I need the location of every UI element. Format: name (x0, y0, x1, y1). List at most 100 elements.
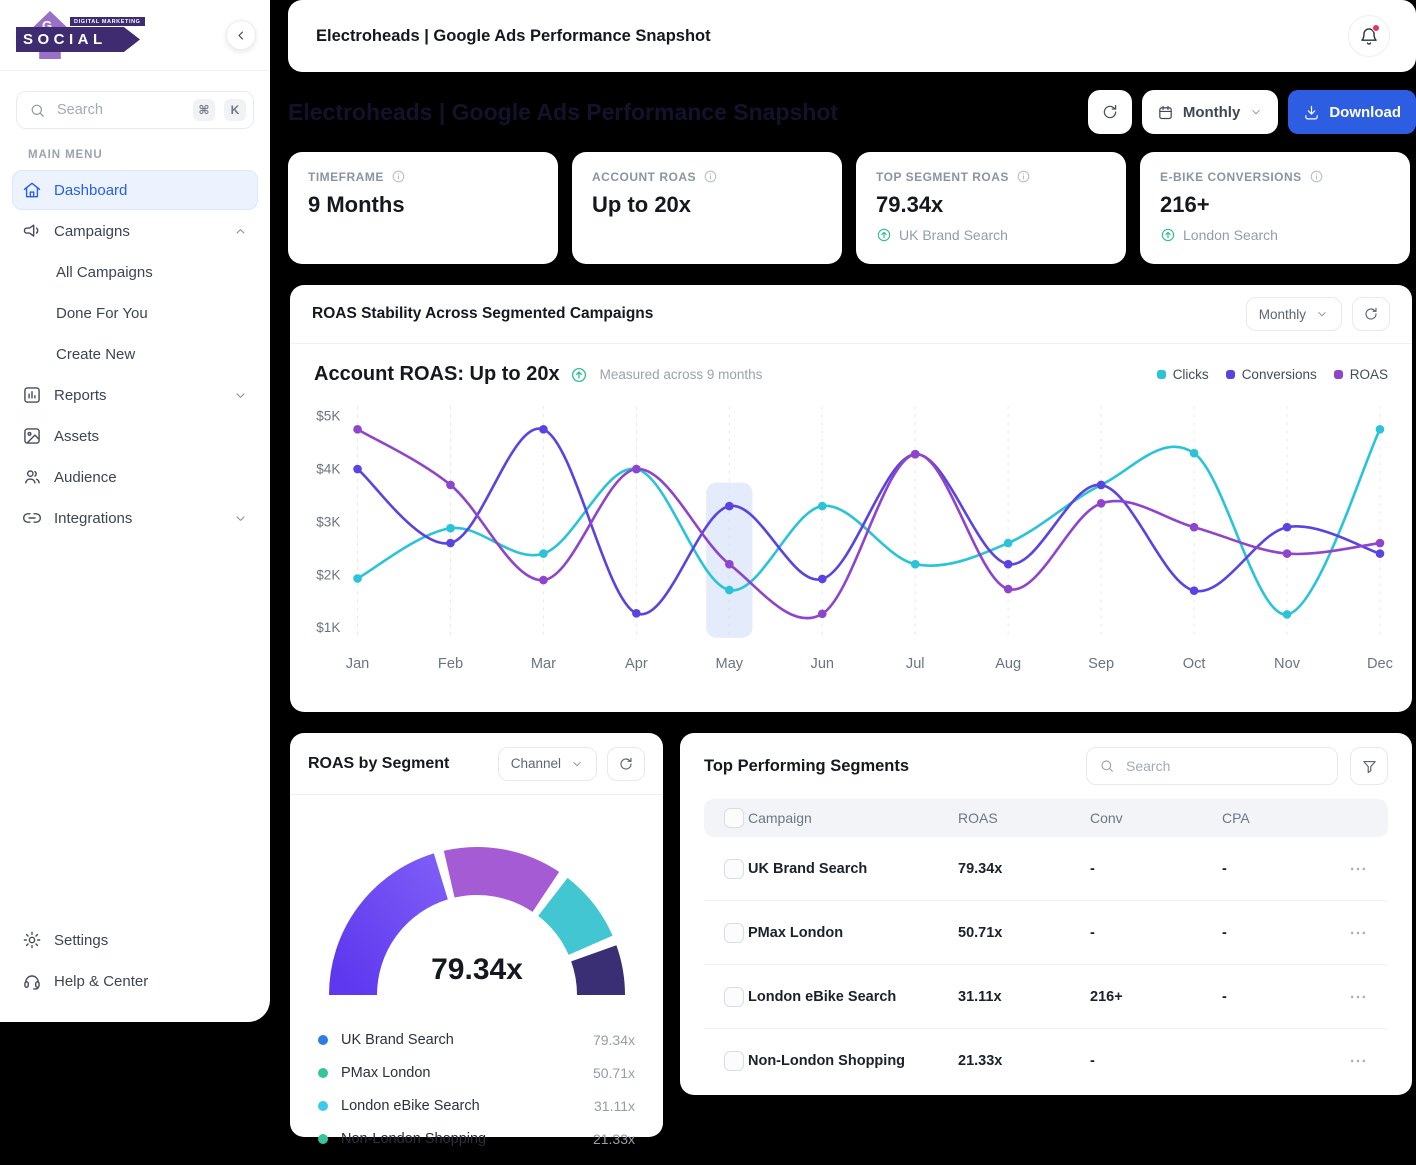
sidebar-item-audience[interactable]: Audience (12, 457, 258, 497)
roas-gauge-chart: 79.34x (328, 847, 625, 996)
sidebar: G DIGITAL MARKETING SOCIAL ⌘ K MAIN MENU… (0, 0, 270, 1022)
svg-text:May: May (716, 656, 744, 672)
cell-conv: 216+ (1090, 988, 1123, 1005)
row-checkbox[interactable] (724, 986, 744, 1007)
kpi-subtext: London Search (1183, 227, 1278, 243)
table-row-non-london-shopping[interactable]: Non-London Shopping 21.33x - (704, 1029, 1388, 1093)
svg-text:Jun: Jun (811, 656, 835, 672)
table-header-row: Campaign ROAS Conv CPA (704, 799, 1388, 837)
column-roas[interactable]: ROAS (958, 810, 998, 826)
legend-clicks[interactable]: Clicks (1156, 367, 1209, 382)
sidebar-item-create-new[interactable]: Create New (12, 334, 258, 374)
svg-text:$5K: $5K (316, 409, 340, 424)
link-icon (22, 508, 42, 528)
sidebar-item-assets[interactable]: Assets (12, 416, 258, 456)
table-row-pmax-london[interactable]: PMax London 50.71x - - (704, 901, 1388, 965)
row-menu-button[interactable] (1348, 987, 1388, 1007)
gauge-card-title: ROAS by Segment (308, 754, 450, 772)
sidebar-item-help-center[interactable]: Help & Center (12, 961, 258, 1001)
kpi-card-top-segment-roas: TOP SEGMENT ROAS 79.34x UK Brand Search (856, 152, 1126, 264)
info-icon[interactable] (1016, 169, 1031, 184)
cell-roas: 50.71x (958, 924, 1003, 941)
search-input[interactable] (55, 101, 184, 119)
sidebar-item-label: Reports (54, 386, 107, 404)
download-button[interactable]: Download (1288, 90, 1416, 134)
cell-conv: - (1090, 860, 1095, 877)
row-menu-button[interactable] (1348, 1051, 1388, 1071)
sidebar-item-settings[interactable]: Settings (12, 920, 258, 960)
info-icon[interactable] (703, 169, 718, 184)
table-search-input[interactable] (1124, 757, 1325, 775)
svg-text:$3K: $3K (316, 514, 340, 529)
table-search-box[interactable] (1086, 747, 1338, 785)
svg-text:Mar: Mar (531, 656, 556, 672)
users-icon (22, 467, 42, 487)
sidebar-menu: Dashboard Campaigns All Campaigns Done For … (0, 169, 270, 539)
sidebar-item-integrations[interactable]: Integrations (12, 498, 258, 538)
table-row-uk-brand-search[interactable]: UK Brand Search 79.34x - - (704, 837, 1388, 901)
sidebar-item-dashboard[interactable]: Dashboard (12, 170, 258, 210)
column-campaign[interactable]: Campaign (748, 810, 812, 826)
chart-headline: Account ROAS: Up to 20x (314, 363, 560, 385)
cell-campaign: London eBike Search (748, 988, 897, 1005)
sidebar-item-done-for-you[interactable]: Done For You (12, 293, 258, 333)
table-filter-button[interactable] (1350, 747, 1388, 785)
row-menu-button[interactable] (1348, 923, 1388, 943)
kpi-card-timeframe: TIMEFRAME 9 Months (288, 152, 558, 264)
info-icon[interactable] (1309, 169, 1324, 184)
notifications-button[interactable] (1348, 15, 1390, 57)
kpi-card-e-bike-conversions: E-BIKE CONVERSIONS 216+ London Search (1140, 152, 1410, 264)
search-icon (29, 102, 46, 119)
svg-text:Feb: Feb (438, 656, 463, 672)
sidebar-item-campaigns[interactable]: Campaigns (12, 211, 258, 251)
chart-period-dropdown[interactable]: Monthly (1245, 297, 1342, 331)
roas-card-actions: Monthly (1245, 297, 1390, 331)
kpi-subtext: UK Brand Search (899, 227, 1008, 243)
brand-logo: G DIGITAL MARKETING SOCIAL (16, 10, 156, 60)
chart-refresh-button[interactable] (1352, 297, 1390, 331)
kpi-label: E-BIKE CONVERSIONS (1160, 169, 1302, 184)
segment-label: Non-London Shopping (341, 1130, 487, 1147)
info-icon[interactable] (391, 169, 406, 184)
shortcut-cmd-badge: ⌘ (193, 99, 215, 121)
select-all-checkbox[interactable] (724, 808, 744, 828)
legend-roas[interactable]: ROAS (1333, 367, 1388, 382)
cell-conv: - (1090, 924, 1095, 941)
cell-roas: 79.34x (958, 860, 1003, 877)
table-row-london-ebike-search[interactable]: London eBike Search 31.11x 216+ - (704, 965, 1388, 1029)
sidebar-item-reports[interactable]: Reports (12, 375, 258, 415)
column-cpa[interactable]: CPA (1222, 810, 1250, 826)
kpi-row: TIMEFRAME 9 Months ACCOUNT ROAS Up to 20x… (288, 152, 1410, 264)
row-checkbox[interactable] (724, 858, 744, 879)
gauge-legend-non-london-shopping: Non-London Shopping 21.33x (318, 1122, 635, 1155)
chart-subtitle: Measured across 9 months (599, 367, 763, 382)
gauge-segment-pmax-london (443, 847, 559, 913)
period-dropdown[interactable]: Monthly (1141, 90, 1279, 134)
segment-value: 21.33x (592, 1130, 635, 1147)
channel-dropdown[interactable]: Channel (497, 746, 597, 781)
gauge-refresh-button[interactable] (607, 746, 645, 781)
megaphone-icon (22, 221, 42, 241)
sidebar-item-all-campaigns[interactable]: All Campaigns (12, 252, 258, 292)
sidebar-collapse-button[interactable] (226, 20, 256, 50)
search-box[interactable]: ⌘ K (16, 91, 254, 129)
legend-conversions[interactable]: Conversions (1225, 367, 1317, 382)
svg-text:Oct: Oct (1183, 656, 1206, 672)
menu-section-label: MAIN MENU (28, 149, 103, 161)
row-checkbox[interactable] (724, 1051, 744, 1071)
svg-text:$2K: $2K (316, 567, 340, 582)
cell-campaign: Non-London Shopping (748, 1053, 906, 1069)
gauge-legend: UK Brand Search 79.34x PMax London 50.71… (318, 1023, 635, 1155)
refresh-icon (1101, 103, 1119, 121)
logo-letter: G (42, 18, 53, 33)
refresh-button[interactable] (1087, 90, 1132, 134)
column-conv[interactable]: Conv (1090, 810, 1123, 826)
chart-legend: Clicks Conversions ROAS (1156, 367, 1388, 382)
sidebar-item-label: Settings (54, 931, 109, 949)
table-card-header: Top Performing Segments (680, 733, 1412, 799)
cell-cpa: - (1222, 924, 1227, 941)
chevron-down-icon (1249, 105, 1263, 119)
kpi-label: ACCOUNT ROAS (592, 169, 696, 184)
row-menu-button[interactable] (1348, 859, 1388, 879)
row-checkbox[interactable] (724, 922, 744, 943)
